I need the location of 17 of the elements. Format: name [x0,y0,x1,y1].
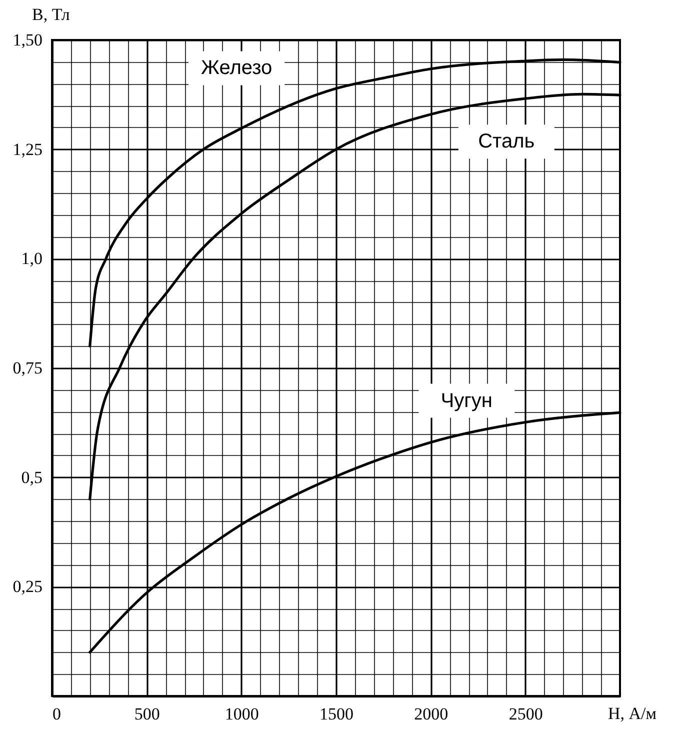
x-tick-label: 1000 [224,704,259,724]
x-tick-label: 0 [52,704,61,724]
series-label: Сталь [478,130,535,153]
y-tick-label: 0,25 [12,577,42,596]
x-tick-label: 2500 [508,704,543,724]
x-axis-title: H, А/м [608,704,657,723]
y-tick-label: 1,0 [21,249,42,268]
y-tick-label: 1,25 [12,140,42,159]
y-tick-label: 0,5 [21,468,42,487]
y-tick-label: 1,50 [12,30,42,50]
x-tick-label: 1500 [320,704,354,724]
y-axis-title: B, Тл [32,5,70,24]
y-tick-label: 0,75 [12,358,42,378]
series-label: Железо [201,57,272,80]
x-tick-label: 500 [134,704,160,724]
series-label: Чугун [440,390,492,412]
x-tick-label: 2000 [414,704,448,724]
